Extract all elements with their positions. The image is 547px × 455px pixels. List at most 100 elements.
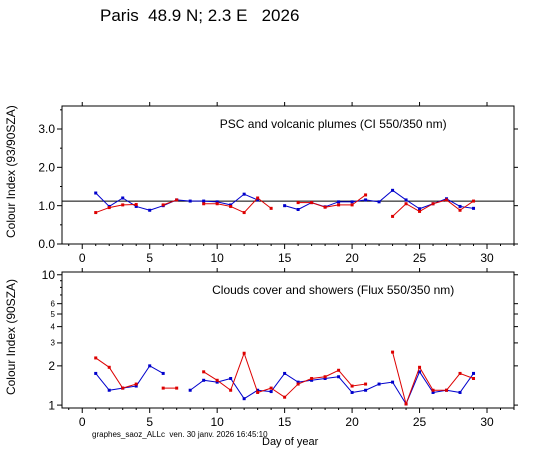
- top-series-red-point: [337, 203, 341, 207]
- top-x-tick-label: 10: [210, 251, 224, 265]
- bottom-series-blue-segment: [109, 387, 123, 391]
- top-series-red-point: [215, 202, 219, 206]
- bottom-series-blue-point: [215, 380, 219, 384]
- top-series-red-point: [458, 208, 462, 212]
- bottom-series-red-point: [350, 384, 354, 388]
- bottom-series-blue-point: [269, 390, 273, 394]
- top-series-blue-segment: [95, 192, 110, 207]
- top-series-red-segment: [109, 204, 123, 209]
- top-series-blue-segment: [243, 193, 258, 201]
- top-y-tick-label: 2.0: [38, 161, 55, 175]
- top-series-red-point: [107, 206, 111, 210]
- bottom-series-blue-segment: [379, 381, 393, 385]
- bottom-series-blue-point: [458, 390, 462, 394]
- top-series-blue-point: [296, 208, 300, 211]
- top-series-blue-segment: [459, 205, 474, 209]
- top-series-blue-segment: [365, 199, 380, 203]
- bottom-series-blue-point: [431, 390, 435, 394]
- x-axis-label: Day of year: [262, 436, 319, 448]
- bottom-series-blue-segment: [311, 377, 326, 381]
- bottom-series-blue-point: [107, 388, 111, 392]
- top-series-red-segment: [446, 199, 461, 211]
- bottom-series-red-segment: [95, 357, 110, 368]
- bottom-series-blue-point: [337, 375, 341, 379]
- bottom-series-red-segment: [284, 383, 299, 398]
- bottom-series-red-point: [202, 370, 206, 374]
- bottom-series-blue-segment: [365, 383, 380, 391]
- top-x-tick-label: 15: [278, 251, 292, 265]
- bottom-series-red-point: [229, 388, 233, 392]
- top-series-blue-segment: [446, 198, 461, 207]
- top-series-red-point: [161, 203, 165, 207]
- bottom-series-blue-segment: [446, 389, 461, 393]
- top-series-red-point: [472, 199, 476, 203]
- bottom-series-red-point: [256, 390, 260, 394]
- bottom-x-tick-label: 0: [79, 415, 86, 429]
- bottom-series-red-point: [364, 382, 368, 386]
- top-series-blue-segment: [297, 202, 312, 210]
- bottom-series-red-point: [323, 375, 327, 379]
- bottom-series-red-point: [175, 386, 179, 390]
- top-x-tick-label: 20: [345, 251, 359, 265]
- bottom-series-blue-point: [323, 376, 327, 380]
- bottom-series-red-point: [107, 365, 111, 369]
- bottom-series-blue-segment: [203, 379, 218, 383]
- bottom-series-blue-point: [188, 388, 192, 392]
- bottom-series-red-point: [418, 365, 422, 369]
- top-series-blue-segment: [176, 199, 191, 202]
- bottom-series-red-segment: [338, 369, 353, 387]
- top-series-red-segment: [230, 205, 245, 214]
- bottom-y-tick-label: 5: [51, 310, 56, 319]
- bottom-series-blue-point: [296, 380, 300, 384]
- top-series-blue-point: [364, 198, 368, 202]
- bottom-x-tick-label: 30: [480, 415, 494, 429]
- top-y-tick-label: 0.0: [38, 237, 55, 251]
- top-series-red-point: [229, 204, 233, 208]
- bottom-chart-title: Clouds cover and showers (Flux 550/350 n…: [212, 283, 454, 297]
- bottom-series-red-segment: [446, 373, 461, 391]
- bottom-series-red-point: [404, 402, 408, 406]
- bottom-series-red-segment: [324, 369, 339, 378]
- bottom-series-red-point: [391, 350, 395, 354]
- top-series-red-point: [175, 198, 179, 202]
- top-series-red-segment: [419, 203, 434, 212]
- top-series-blue-segment: [405, 199, 420, 210]
- top-series-blue-point: [337, 200, 341, 204]
- bottom-series-blue-segment: [352, 389, 366, 393]
- footer-caption: graphes_saoz_ALLc ven. 30 janv. 2026 16:…: [92, 430, 268, 439]
- top-series-red-point: [94, 211, 98, 215]
- top-series-blue-segment: [352, 199, 366, 203]
- bottom-series-blue-point: [310, 378, 314, 382]
- bottom-y-tick-label: 3: [51, 339, 56, 348]
- top-series-blue-segment: [217, 201, 231, 206]
- top-series-blue-point: [472, 206, 476, 210]
- bottom-y-tick-label: 6: [51, 299, 56, 308]
- top-series-blue-segment: [324, 201, 339, 208]
- bottom-series-red-point: [296, 382, 300, 386]
- top-x-tick-label: 30: [480, 251, 494, 265]
- top-series-blue-point: [404, 198, 408, 202]
- bottom-series-red-segment: [459, 372, 474, 379]
- bottom-series-blue-point: [148, 364, 152, 368]
- top-series-red-point: [121, 203, 125, 207]
- top-chart-panel: 0 5 10 15 20 25 30 0.0 1.0 2.0 3.0 PSC and volcanic…: [38, 102, 518, 265]
- top-series-red-point: [202, 202, 206, 206]
- bottom-plot-frame: [61, 271, 515, 409]
- top-series-blue-point: [121, 196, 125, 200]
- top-series-blue-point: [229, 203, 233, 207]
- top-series-red-point: [269, 206, 273, 210]
- top-series-red-point: [431, 202, 435, 206]
- top-series-blue-point: [215, 200, 219, 204]
- top-series-blue-point: [350, 200, 354, 204]
- top-series-blue-segment: [136, 205, 150, 211]
- bottom-series-red-point: [269, 386, 273, 390]
- bottom-series-blue-point: [377, 382, 381, 386]
- bottom-series-blue-point: [256, 388, 260, 392]
- bottom-y-tick-label: 4: [51, 322, 56, 331]
- bottom-series-blue-segment: [189, 379, 204, 391]
- top-series-blue-point: [94, 191, 98, 195]
- top-series-red-segment: [325, 204, 339, 208]
- chart-main-title: Paris 48.9 N; 2.3 E 2026: [100, 6, 300, 25]
- bottom-series-blue-segment: [284, 373, 299, 383]
